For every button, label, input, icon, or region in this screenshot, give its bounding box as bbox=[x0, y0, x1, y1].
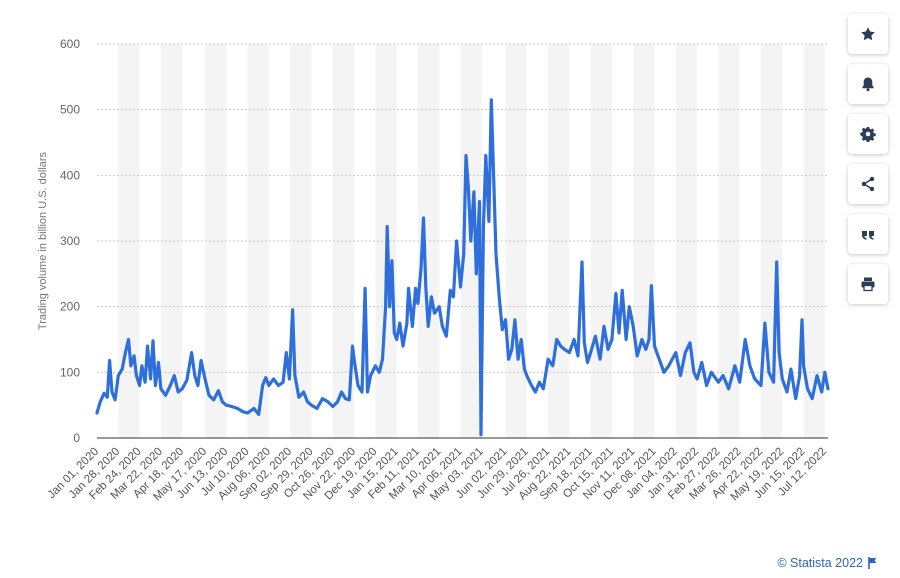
y-axis-ticks: 0 100 200 300 400 500 600 bbox=[60, 37, 80, 445]
share-icon bbox=[861, 176, 875, 192]
y-tick-label: 100 bbox=[60, 365, 80, 379]
background-band bbox=[160, 44, 183, 438]
background-band bbox=[505, 44, 527, 438]
star-icon bbox=[861, 27, 875, 41]
favorite-button[interactable] bbox=[848, 14, 888, 54]
background-band bbox=[118, 44, 140, 438]
share-button[interactable] bbox=[848, 164, 888, 204]
y-tick-label: 500 bbox=[60, 103, 80, 117]
background-band bbox=[290, 44, 312, 438]
y-axis-label: Trading volume in billion U.S. dollars bbox=[37, 151, 49, 330]
print-button[interactable] bbox=[848, 264, 888, 304]
background-band bbox=[417, 44, 440, 438]
flag-icon[interactable] bbox=[868, 557, 878, 569]
chart-toolbar bbox=[848, 14, 890, 314]
notification-button[interactable] bbox=[848, 64, 888, 104]
y-tick-label: 600 bbox=[60, 37, 80, 51]
y-tick-label: 200 bbox=[60, 300, 80, 314]
series-line bbox=[95, 98, 830, 437]
y-tick-label: 400 bbox=[60, 168, 80, 182]
cite-button[interactable] bbox=[848, 214, 888, 254]
gear-icon bbox=[860, 127, 876, 142]
y-tick-label: 0 bbox=[73, 431, 80, 445]
print-icon bbox=[861, 277, 875, 292]
background-band bbox=[205, 44, 227, 438]
quote-icon bbox=[862, 231, 874, 240]
gridlines bbox=[97, 43, 828, 373]
statista-credit[interactable]: © Statista 2022 bbox=[777, 556, 878, 570]
background-band bbox=[633, 44, 655, 438]
y-tick-label: 300 bbox=[60, 234, 80, 248]
credit-text[interactable]: © Statista 2022 bbox=[777, 556, 863, 570]
background-band bbox=[332, 44, 355, 438]
settings-button[interactable] bbox=[848, 114, 888, 154]
bell-icon bbox=[862, 77, 874, 92]
